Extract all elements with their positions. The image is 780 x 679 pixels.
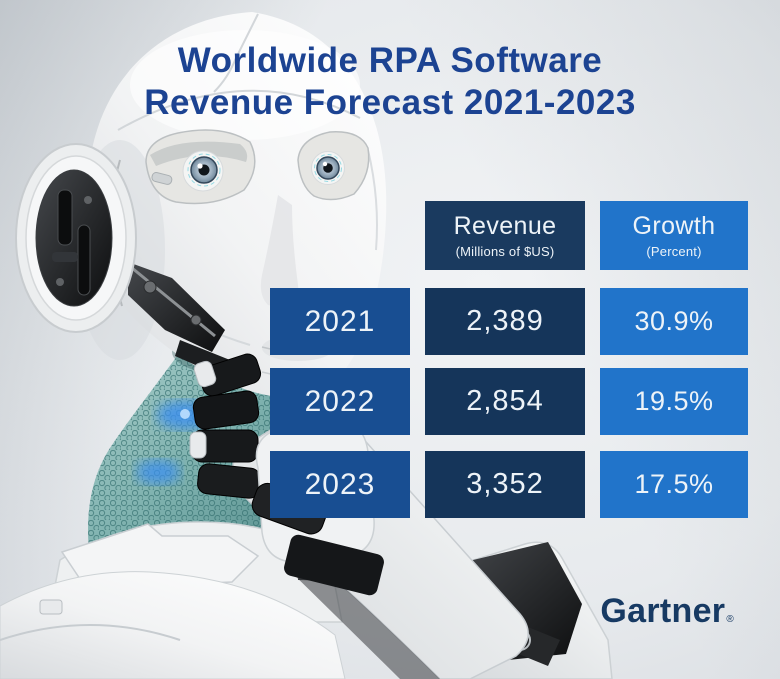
growth-cell: 19.5% xyxy=(600,368,748,435)
page-title: Worldwide RPA Software Revenue Forecast … xyxy=(0,40,780,124)
title-line-1: Worldwide RPA Software xyxy=(177,41,603,80)
growth-value: 17.5% xyxy=(634,469,714,499)
year-value: 2022 xyxy=(304,384,376,418)
revenue-cell: 2,389 xyxy=(425,288,585,355)
registered-mark: ® xyxy=(726,614,734,625)
growth-cell: 17.5% xyxy=(600,451,748,518)
gartner-logo: Gartner ® xyxy=(600,592,734,631)
year-value: 2021 xyxy=(304,304,376,338)
header-growth: Growth (Percent) xyxy=(600,201,748,270)
title-line-2: Revenue Forecast 2021-2023 xyxy=(144,83,636,122)
year-value: 2023 xyxy=(304,467,376,501)
year-cell: 2023 xyxy=(270,451,410,518)
header-growth-label: Growth xyxy=(632,212,716,240)
growth-cell: 30.9% xyxy=(600,288,748,355)
header-revenue: Revenue (Millions of $US) xyxy=(425,201,585,270)
header-revenue-sub: (Millions of $US) xyxy=(455,244,555,259)
robot-eye-left xyxy=(182,150,224,192)
growth-value: 30.9% xyxy=(634,306,714,336)
revenue-cell: 2,854 xyxy=(425,368,585,435)
header-growth-sub: (Percent) xyxy=(646,244,702,259)
revenue-value: 2,389 xyxy=(466,305,544,337)
header-revenue-label: Revenue xyxy=(453,212,557,240)
year-cell: 2022 xyxy=(270,368,410,435)
revenue-value: 2,854 xyxy=(466,385,544,417)
robot-ear xyxy=(15,143,137,333)
robot-eye-right xyxy=(311,151,345,185)
revenue-cell: 3,352 xyxy=(425,451,585,518)
growth-value: 19.5% xyxy=(634,386,714,416)
revenue-value: 3,352 xyxy=(466,468,544,500)
year-cell: 2021 xyxy=(270,288,410,355)
gartner-logo-text: Gartner xyxy=(600,592,726,630)
